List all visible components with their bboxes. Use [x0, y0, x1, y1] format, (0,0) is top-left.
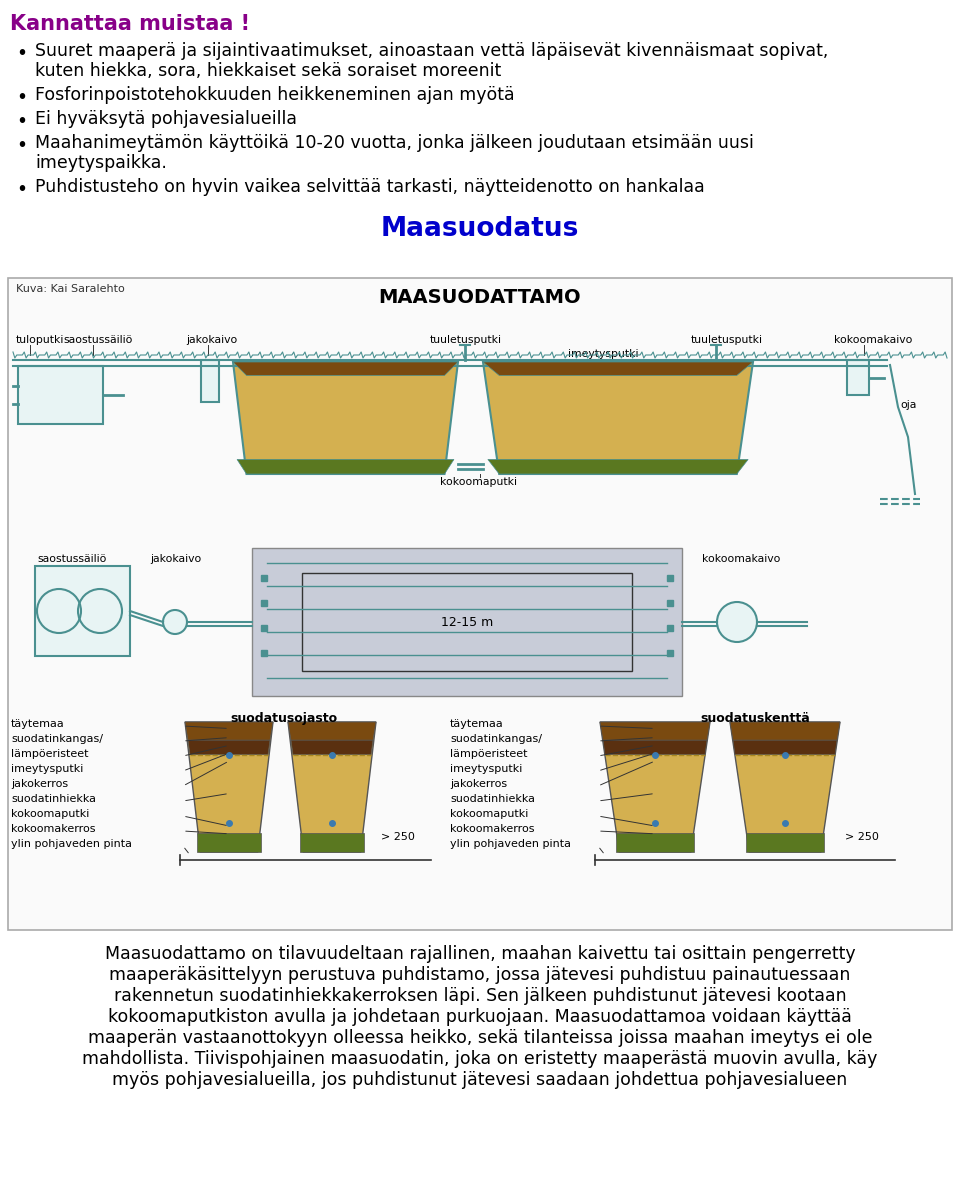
Polygon shape — [188, 740, 270, 755]
Text: •: • — [16, 136, 27, 155]
Text: suodatinhiekka: suodatinhiekka — [11, 794, 96, 804]
Text: kuten hiekka, sora, hiekkaiset sekä soraiset moreenit: kuten hiekka, sora, hiekkaiset sekä sora… — [35, 61, 501, 80]
Text: suodatinhiekka: suodatinhiekka — [450, 794, 535, 804]
Text: •: • — [16, 44, 27, 63]
Text: rakennetun suodatinhiekkakerroksen läpi. Sen jälkeen puhdistunut jätevesi kootaa: rakennetun suodatinhiekkakerroksen läpi.… — [113, 987, 847, 1005]
Text: jakokaivo: jakokaivo — [186, 335, 237, 345]
Polygon shape — [483, 363, 753, 474]
Text: kokoomaputki: kokoomaputki — [11, 809, 89, 818]
Bar — [847, 360, 869, 394]
Text: •: • — [16, 180, 27, 200]
Circle shape — [717, 602, 757, 642]
Text: •: • — [16, 89, 27, 107]
Text: > 250: > 250 — [381, 831, 415, 842]
Polygon shape — [730, 722, 840, 852]
Text: täytemaa: täytemaa — [11, 719, 64, 729]
Bar — [252, 548, 682, 696]
Text: tuuletusputki: tuuletusputki — [691, 335, 763, 345]
Text: 12-15 m: 12-15 m — [441, 615, 493, 628]
Text: suodatinkangas/: suodatinkangas/ — [450, 735, 542, 744]
Text: Suuret maaperä ja sijaintivaatimukset, ainoastaan vettä läpäisevät kivennäismaat: Suuret maaperä ja sijaintivaatimukset, a… — [35, 43, 828, 60]
Text: lämpöeristeet: lämpöeristeet — [11, 749, 88, 759]
Text: maaperäkäsittelyyn perustuva puhdistamo, jossa jätevesi puhdistuu painautuessaan: maaperäkäsittelyyn perustuva puhdistamo,… — [109, 966, 851, 984]
Text: ylin pohjaveden pinta: ylin pohjaveden pinta — [11, 839, 132, 849]
Polygon shape — [603, 740, 707, 755]
Text: •: • — [16, 112, 27, 131]
Text: kokoomakaivo: kokoomakaivo — [834, 335, 912, 345]
Text: Maasuodattamo on tilavuudeltaan rajallinen, maahan kaivettu tai osittain pengerr: Maasuodattamo on tilavuudeltaan rajallin… — [105, 945, 855, 963]
Polygon shape — [616, 833, 694, 852]
Circle shape — [163, 611, 187, 634]
Text: lämpöeristeet: lämpöeristeet — [450, 749, 527, 759]
Text: Puhdistusteho on hyvin vaikea selvittää tarkasti, näytteidenotto on hankalaa: Puhdistusteho on hyvin vaikea selvittää … — [35, 178, 705, 196]
Text: täytemaa: täytemaa — [450, 719, 504, 729]
Text: kokoomaputkiston avulla ja johdetaan purkuojaan. Maasuodattamoa voidaan käyttää: kokoomaputkiston avulla ja johdetaan pur… — [108, 1009, 852, 1026]
Polygon shape — [488, 459, 748, 474]
Polygon shape — [233, 363, 458, 474]
Text: > 250: > 250 — [845, 831, 878, 842]
Text: suodatusojasto: suodatusojasto — [230, 712, 337, 725]
Text: MAASUODATTAMO: MAASUODATTAMO — [378, 288, 582, 307]
Polygon shape — [185, 722, 273, 852]
Text: saostussäiliö: saostussäiliö — [63, 335, 132, 345]
Bar — [8, 278, 952, 929]
Text: kokoomakaivo: kokoomakaivo — [702, 554, 780, 565]
Text: maaperän vastaanottokyyn olleessa heikko, sekä tilanteissa joissa maahan imeytys: maaperän vastaanottokyyn olleessa heikko… — [87, 1029, 873, 1048]
Polygon shape — [198, 833, 260, 852]
Polygon shape — [483, 363, 753, 376]
Polygon shape — [291, 740, 373, 755]
Polygon shape — [233, 363, 458, 376]
Polygon shape — [730, 722, 840, 740]
Polygon shape — [288, 722, 376, 740]
Polygon shape — [288, 722, 376, 852]
Text: Ei hyväksytä pohjavesialueilla: Ei hyväksytä pohjavesialueilla — [35, 110, 297, 128]
Text: kokoomaputki: kokoomaputki — [440, 477, 517, 487]
Polygon shape — [600, 722, 710, 740]
Polygon shape — [733, 740, 837, 755]
Text: jakokerros: jakokerros — [450, 779, 507, 789]
Text: ylin pohjaveden pinta: ylin pohjaveden pinta — [450, 839, 571, 849]
Text: Maasuodatus: Maasuodatus — [381, 216, 579, 242]
Bar — [35, 566, 130, 655]
Text: Maahanimeytämön käyttöikä 10-20 vuotta, jonka jälkeen joudutaan etsimään uusi: Maahanimeytämön käyttöikä 10-20 vuotta, … — [35, 133, 754, 152]
Polygon shape — [237, 459, 454, 474]
Text: suodatinkangas/: suodatinkangas/ — [11, 735, 103, 744]
Bar — [302, 573, 632, 671]
Text: Kuva: Kai Saralehto: Kuva: Kai Saralehto — [16, 283, 125, 294]
Text: Fosforinpoistotehokkuuden heikkeneminen ajan myötä: Fosforinpoistotehokkuuden heikkeneminen … — [35, 86, 515, 104]
Polygon shape — [746, 833, 824, 852]
Text: tuuletusputki: tuuletusputki — [430, 335, 502, 345]
Text: imeytysputki: imeytysputki — [568, 350, 638, 359]
Text: Kannattaa muistaa !: Kannattaa muistaa ! — [10, 14, 250, 34]
Text: imeytysputki: imeytysputki — [11, 764, 84, 774]
Polygon shape — [300, 833, 364, 852]
Text: suodatuskenttä: suodatuskenttä — [700, 712, 809, 725]
Text: tuloputki: tuloputki — [16, 335, 64, 345]
Text: jakokaivo: jakokaivo — [150, 554, 202, 565]
Text: mahdollista. Tiivispohjainen maasuodatin, joka on eristetty maaperästä muovin av: mahdollista. Tiivispohjainen maasuodatin… — [83, 1050, 877, 1068]
Bar — [18, 366, 103, 424]
Bar — [201, 360, 219, 402]
Polygon shape — [600, 722, 710, 852]
Text: imeytysputki: imeytysputki — [450, 764, 522, 774]
Text: imeytyspaikka.: imeytyspaikka. — [35, 154, 167, 172]
Text: kokoomaputki: kokoomaputki — [450, 809, 528, 818]
Text: oja: oja — [900, 400, 917, 410]
Text: kokoomakerros: kokoomakerros — [11, 824, 95, 834]
Text: myös pohjavesialueilla, jos puhdistunut jätevesi saadaan johdettua pohjavesialue: myös pohjavesialueilla, jos puhdistunut … — [112, 1071, 848, 1089]
Text: saostussäiliö: saostussäiliö — [37, 554, 107, 565]
Polygon shape — [185, 722, 273, 740]
Text: jakokerros: jakokerros — [11, 779, 68, 789]
Text: kokoomakerros: kokoomakerros — [450, 824, 535, 834]
